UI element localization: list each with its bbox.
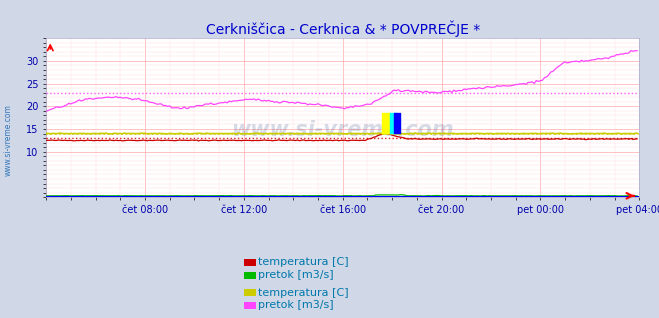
Text: pretok [m3/s]: pretok [m3/s] xyxy=(258,300,334,310)
Title: Cerkniščica - Cerknica & * POVPREČJE *: Cerkniščica - Cerknica & * POVPREČJE * xyxy=(206,20,480,37)
Text: www.si-vreme.com: www.si-vreme.com xyxy=(4,104,13,176)
Text: temperatura [C]: temperatura [C] xyxy=(258,287,349,298)
Text: www.si-vreme.com: www.si-vreme.com xyxy=(231,121,454,140)
Text: pretok [m3/s]: pretok [m3/s] xyxy=(258,270,334,280)
Text: temperatura [C]: temperatura [C] xyxy=(258,257,349,267)
